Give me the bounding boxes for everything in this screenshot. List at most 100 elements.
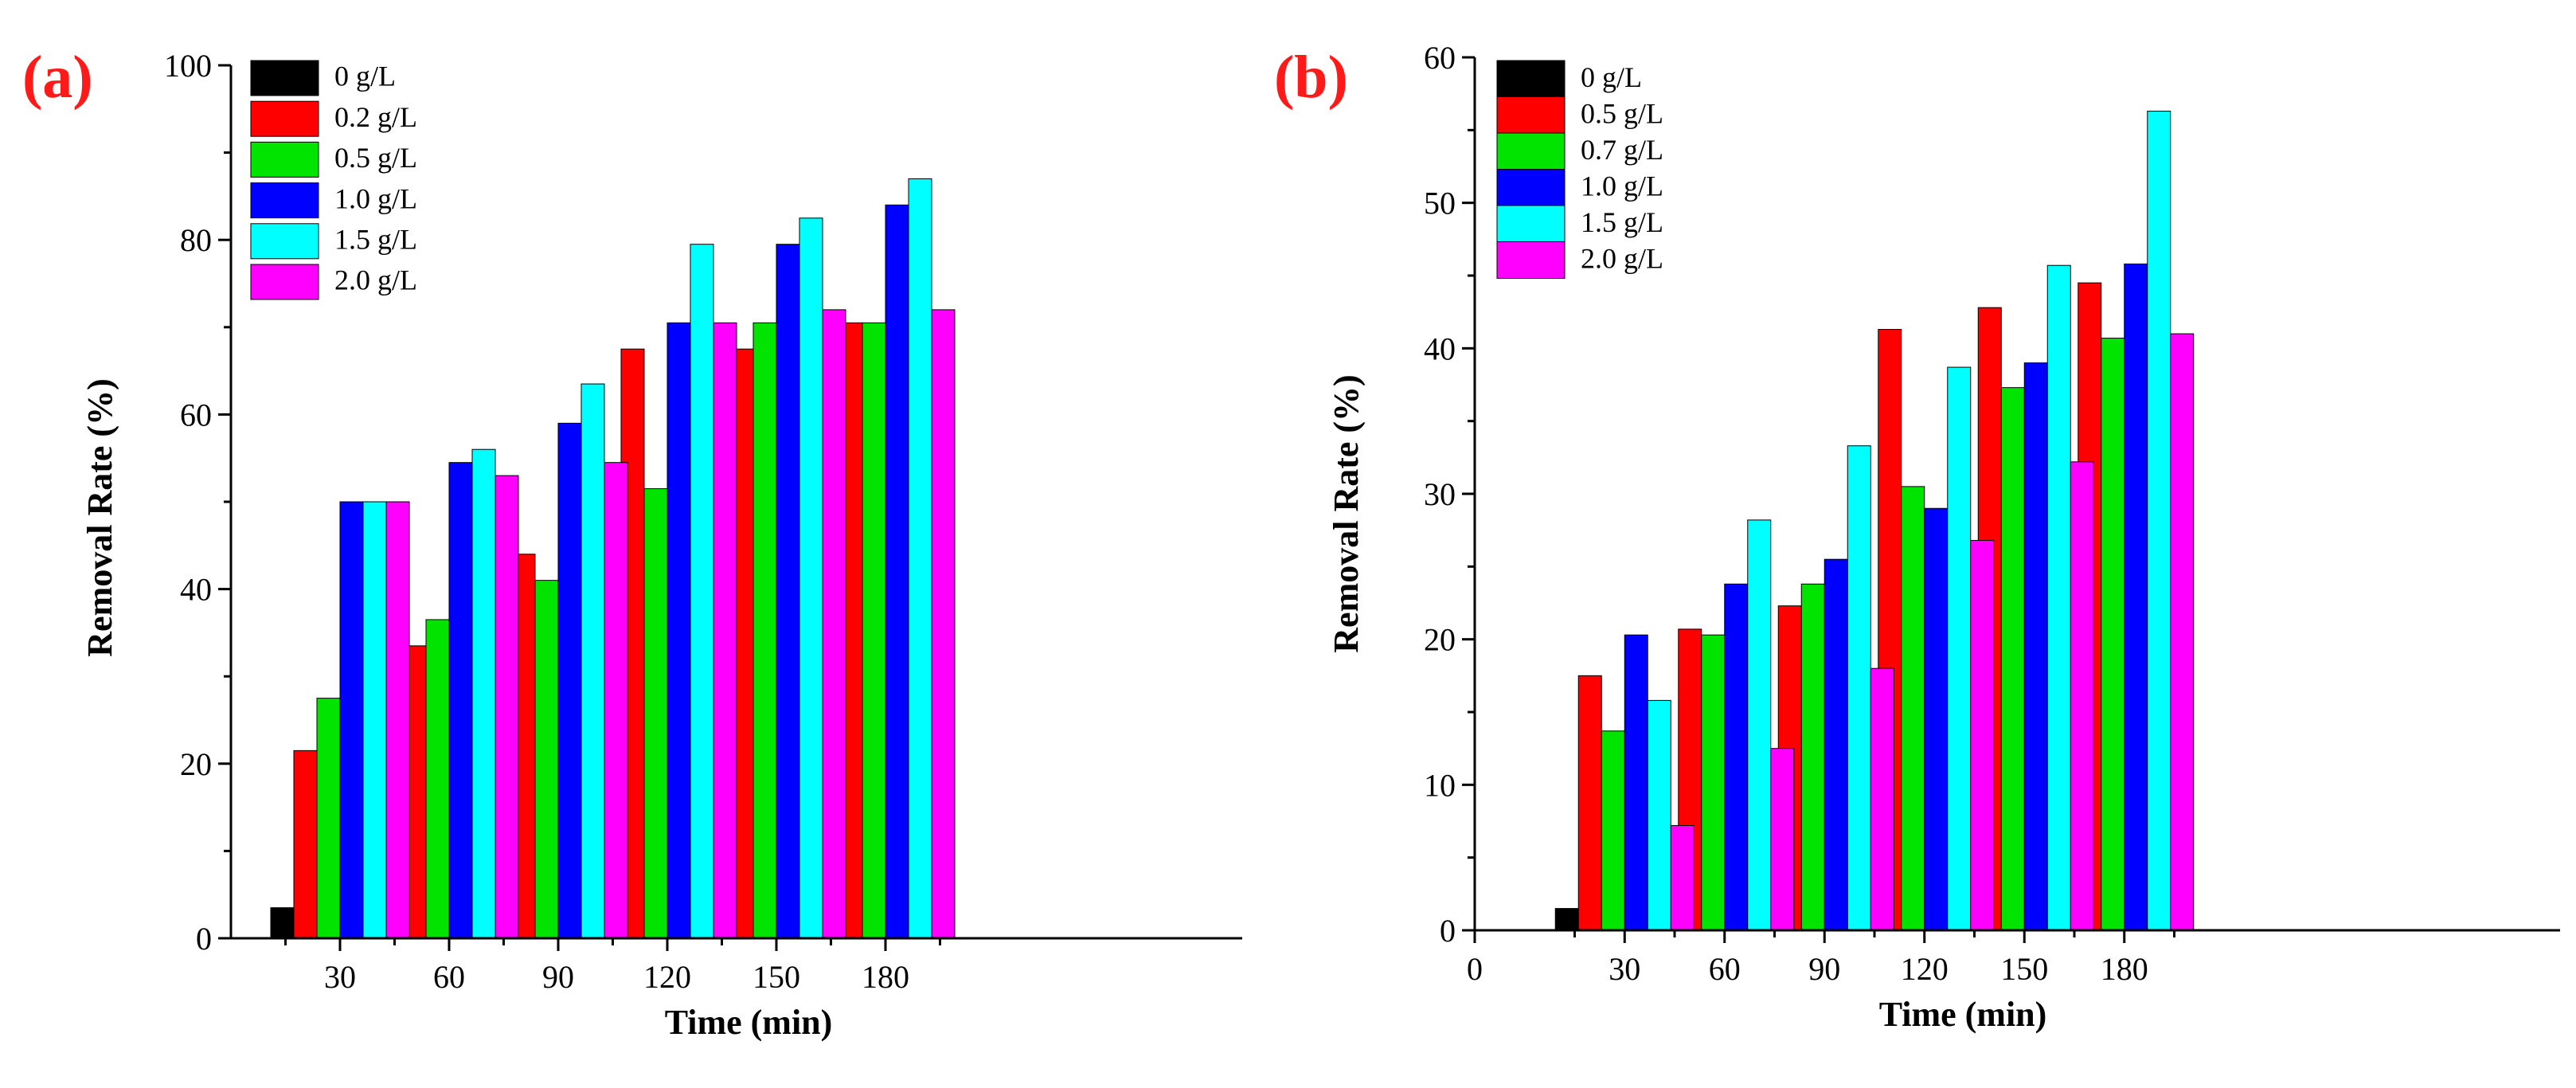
x-tick-label: 30	[324, 959, 356, 995]
legend-label: 0.5 g/L	[1581, 98, 1663, 130]
bar	[1724, 583, 1749, 931]
y-tick-label: 0	[1440, 913, 1456, 949]
x-tick-label: 180	[862, 959, 909, 995]
bar	[1701, 634, 1726, 931]
bar	[776, 244, 800, 939]
bar	[2124, 263, 2148, 931]
legend-label: 1.0 g/L	[1581, 170, 1663, 202]
bar	[2170, 333, 2195, 931]
bar	[690, 244, 714, 939]
bar	[799, 217, 823, 939]
bar	[270, 907, 295, 939]
bar	[1824, 558, 1848, 931]
bar	[580, 383, 605, 939]
bar	[1970, 539, 1995, 931]
bar	[1901, 486, 1925, 931]
y-tick-label: 40	[180, 572, 212, 608]
bar	[534, 580, 559, 939]
x-tick-label: 90	[542, 959, 574, 995]
bar	[385, 501, 410, 939]
bar	[1770, 748, 1795, 931]
x-tick-label: 180	[2101, 951, 2148, 987]
bar	[1924, 507, 1949, 931]
bar	[1554, 908, 1579, 931]
bar	[1624, 634, 1648, 931]
legend-swatch	[1496, 169, 1566, 206]
legend-label: 0.2 g/L	[334, 101, 417, 133]
bar	[316, 698, 341, 939]
x-tick-label: 150	[752, 959, 800, 995]
bar	[293, 749, 318, 939]
legend-swatch	[250, 60, 319, 96]
x-tick-label: 150	[2000, 951, 2048, 987]
bar	[1670, 824, 1695, 931]
bar	[604, 462, 628, 939]
legend-swatch	[250, 182, 319, 219]
x-tick-label: 120	[1901, 951, 1949, 987]
bar	[1800, 583, 1825, 931]
y-tick-label: 10	[1424, 767, 1456, 803]
bar	[2023, 362, 2048, 931]
bar	[448, 462, 473, 939]
bar	[425, 619, 450, 939]
bar	[666, 322, 691, 939]
bar	[494, 475, 519, 939]
x-tick-label: 60	[1709, 951, 1741, 987]
bar	[885, 204, 909, 939]
bar	[362, 501, 387, 939]
bar	[908, 178, 932, 939]
y-tick-label: 40	[1424, 331, 1456, 366]
bar	[643, 488, 668, 939]
x-tick-label: 60	[433, 959, 465, 995]
legend-label: 1.0 g/L	[334, 182, 417, 214]
panel-label: (a)	[22, 44, 93, 111]
y-tick-label: 20	[1424, 622, 1456, 658]
bar	[339, 501, 364, 939]
bar	[1947, 366, 1972, 931]
y-tick-label: 100	[164, 48, 212, 84]
y-axis-title: Removal Rate (%)	[1327, 374, 1366, 652]
legend-label: 0 g/L	[1581, 61, 1642, 93]
bar	[1747, 519, 1772, 931]
y-axis-title: Removal Rate (%)	[80, 378, 119, 656]
bar	[752, 322, 777, 939]
y-tick-label: 60	[180, 397, 212, 432]
legend-label: 1.5 g/L	[1581, 206, 1663, 238]
legend-swatch	[250, 141, 319, 178]
y-tick-label: 60	[1424, 40, 1456, 76]
panel-label: (b)	[1274, 44, 1348, 111]
legend-label: 0.5 g/L	[334, 142, 417, 174]
bar	[1870, 667, 1894, 931]
legend-swatch	[1496, 96, 1566, 134]
bar	[1647, 699, 1671, 931]
bar	[931, 309, 956, 939]
legend-swatch	[1496, 60, 1566, 98]
bar	[471, 448, 496, 939]
chart-panel-b: (b) 0 10 20 30 40 50 60 30 60 90 120 150 180 0 Time (mi…	[1274, 40, 2560, 1034]
legend-label: 0.7 g/L	[1581, 134, 1663, 166]
bar	[2000, 387, 2025, 931]
bar	[2147, 111, 2171, 931]
legend-label: 1.5 g/L	[334, 223, 417, 255]
x-axis-title: Time (min)	[665, 1003, 833, 1042]
bar	[1847, 445, 1871, 931]
bar	[713, 322, 737, 939]
y-tick-label: 0	[196, 921, 212, 957]
legend-swatch	[250, 223, 319, 260]
x-axis-title: Time (min)	[1879, 995, 2047, 1034]
x-tick-label: 0	[1467, 951, 1483, 987]
bar	[822, 309, 846, 939]
legend-swatch	[1496, 132, 1566, 170]
legend-label: 2.0 g/L	[334, 264, 417, 296]
y-tick-label: 30	[1424, 476, 1456, 512]
legend-label: 2.0 g/L	[1581, 243, 1663, 275]
y-tick-label: 50	[1424, 186, 1456, 221]
bar	[557, 422, 582, 939]
chart-panel-a: (a) 0 20 40 60 80 100 30 60 90 120 150 180 Time (min)…	[22, 44, 1242, 1042]
x-tick-label: 120	[643, 959, 691, 995]
legend-swatch	[250, 264, 319, 300]
bar	[1601, 730, 1625, 931]
legend-label: 0 g/L	[334, 61, 396, 92]
legend-swatch	[1496, 241, 1566, 279]
